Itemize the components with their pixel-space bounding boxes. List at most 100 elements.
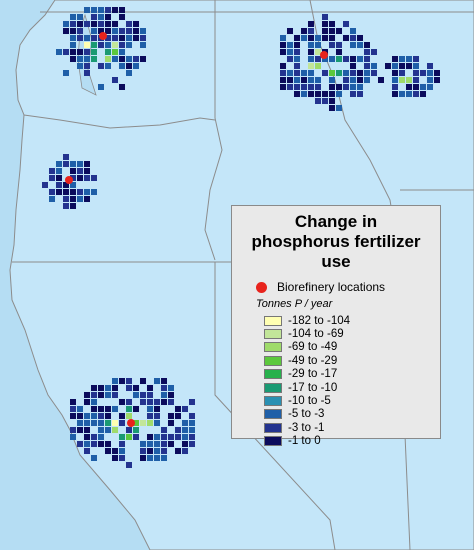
grid-cell (161, 455, 167, 461)
grid-cell (133, 392, 139, 398)
grid-cell (413, 77, 419, 83)
grid-cell (140, 56, 146, 62)
grid-cell (84, 49, 90, 55)
grid-cell (280, 84, 286, 90)
legend-label: -17 to -10 (288, 381, 338, 394)
grid-cell (133, 56, 139, 62)
grid-cell (189, 427, 195, 433)
grid-cell (56, 189, 62, 195)
grid-cell (112, 427, 118, 433)
grid-cell (350, 91, 356, 97)
grid-cell (77, 49, 83, 55)
grid-cell (301, 28, 307, 34)
grid-cell (287, 56, 293, 62)
grid-cell (343, 77, 349, 83)
grid-cell (168, 413, 174, 419)
grid-cell (280, 42, 286, 48)
grid-cell (119, 28, 125, 34)
grid-cell (63, 189, 69, 195)
grid-cell (56, 182, 62, 188)
grid-cell (70, 182, 76, 188)
grid-cell (84, 392, 90, 398)
grid-cell (70, 196, 76, 202)
legend-swatch (264, 382, 282, 393)
grid-cell (161, 399, 167, 405)
biorefinery (320, 51, 328, 59)
legend-label: -104 to -69 (288, 328, 344, 341)
grid-cell (105, 427, 111, 433)
grid-cell (315, 42, 321, 48)
grid-cell (336, 70, 342, 76)
grid-cell (427, 77, 433, 83)
grid-cell (329, 28, 335, 34)
grid-cell (147, 420, 153, 426)
grid-cell (140, 420, 146, 426)
legend-row: -10 to -5 (264, 394, 430, 407)
biorefineries (65, 32, 328, 427)
grid-cell (308, 91, 314, 97)
grid-cell (91, 35, 97, 41)
grid-cell (98, 406, 104, 412)
grid-cell (315, 91, 321, 97)
grid-cell (77, 420, 83, 426)
grid-cell (364, 70, 370, 76)
grid-cell (98, 28, 104, 34)
grid-cell (406, 56, 412, 62)
grid-cell (357, 91, 363, 97)
grid-cell (56, 175, 62, 181)
grid-cell (329, 42, 335, 48)
grid-cell (294, 70, 300, 76)
grid-cell (154, 434, 160, 440)
grid-cell (133, 420, 139, 426)
grid-cell (161, 441, 167, 447)
grid-cell (336, 105, 342, 111)
grid-cell (336, 84, 342, 90)
grid-cell (322, 56, 328, 62)
grid-cell (413, 84, 419, 90)
grid-cell (126, 56, 132, 62)
grid-cell (399, 56, 405, 62)
grid-cell (84, 413, 90, 419)
grid-cell (392, 56, 398, 62)
grid-cell (70, 189, 76, 195)
grid-cell (189, 420, 195, 426)
grid-cell (182, 434, 188, 440)
grid-cell (91, 406, 97, 412)
grid-cell (91, 56, 97, 62)
legend-row: -5 to -3 (264, 408, 430, 421)
grid-cell (84, 196, 90, 202)
grid-cell (175, 448, 181, 454)
grid-cell (84, 70, 90, 76)
grid-cell (98, 385, 104, 391)
grid-cell (406, 91, 412, 97)
grid-cell (406, 84, 412, 90)
grid-cell (91, 434, 97, 440)
grid-cell (168, 399, 174, 405)
grid-cell (119, 378, 125, 384)
grid-cell (56, 161, 62, 167)
grid-cell (350, 28, 356, 34)
grid-cell (378, 77, 384, 83)
grid-cell (112, 42, 118, 48)
grid-cell (175, 406, 181, 412)
legend-row: -69 to -49 (264, 341, 430, 354)
grid-cell (42, 182, 48, 188)
grid-cell (70, 42, 76, 48)
grid-cell (364, 63, 370, 69)
grid-cell (70, 49, 76, 55)
grid-cell (301, 77, 307, 83)
grid-cell (399, 63, 405, 69)
grid-cell (154, 420, 160, 426)
grid-cell (63, 28, 69, 34)
grid-cell (126, 28, 132, 34)
grid-cell (98, 63, 104, 69)
grid-cell (126, 462, 132, 468)
grid-cell (350, 35, 356, 41)
grid-cell (161, 427, 167, 433)
legend-swatch (264, 315, 282, 326)
legend-label: -5 to -3 (288, 408, 325, 421)
grid-cell (294, 84, 300, 90)
grid-cell (182, 420, 188, 426)
grid-cell (427, 70, 433, 76)
grid-cell (154, 406, 160, 412)
